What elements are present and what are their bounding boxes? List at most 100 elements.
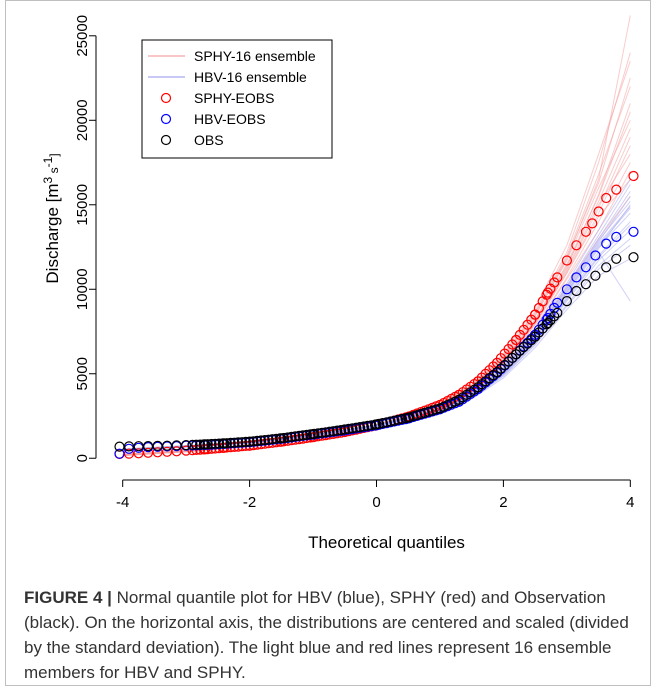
legend-label: HBV-EOBS bbox=[194, 111, 266, 127]
point-obs bbox=[354, 422, 366, 433]
point-obs bbox=[294, 430, 305, 441]
point-obs bbox=[316, 427, 327, 438]
point-sphy-eobs bbox=[571, 240, 582, 251]
point-obs bbox=[162, 440, 173, 451]
point-obs bbox=[214, 438, 225, 449]
y-tick-label: 25000 bbox=[74, 15, 91, 57]
ensemble-line-hbv-12 bbox=[122, 224, 631, 451]
point-obs bbox=[510, 349, 522, 360]
point-sphy-eobs bbox=[181, 445, 192, 456]
point-obs bbox=[373, 418, 385, 429]
y-tick-label: 0 bbox=[74, 454, 91, 462]
point-obs bbox=[358, 421, 369, 432]
point-obs bbox=[301, 429, 312, 440]
point-obs bbox=[320, 427, 331, 438]
point-obs bbox=[522, 338, 533, 349]
figure-caption: FIGURE 4 | Normal quantile plot for HBV … bbox=[24, 585, 636, 685]
point-sphy-eobs bbox=[510, 334, 522, 346]
point-obs bbox=[297, 430, 308, 441]
point-hbv-eobs bbox=[601, 238, 612, 249]
ensemble-line-sphy-9 bbox=[122, 136, 631, 456]
point-obs bbox=[396, 413, 407, 425]
legend-label: OBS bbox=[194, 132, 224, 148]
point-obs bbox=[229, 437, 240, 448]
point-hbv-eobs bbox=[114, 448, 125, 459]
point-obs bbox=[590, 270, 601, 281]
legend-point-swatch bbox=[160, 92, 172, 104]
point-obs bbox=[233, 437, 244, 448]
point-obs bbox=[347, 423, 358, 434]
legend-point-swatch bbox=[160, 113, 172, 125]
point-obs bbox=[202, 439, 213, 450]
point-sphy-eobs bbox=[549, 277, 560, 288]
point-obs bbox=[351, 422, 362, 433]
point-obs bbox=[571, 285, 582, 297]
point-sphy-eobs bbox=[518, 324, 529, 335]
point-obs bbox=[244, 436, 255, 447]
point-obs bbox=[259, 435, 270, 446]
point-obs bbox=[507, 352, 518, 363]
y-axis-title: Discharge [m3 s-1] bbox=[41, 153, 62, 283]
point-hbv-eobs bbox=[628, 226, 639, 237]
point-obs bbox=[518, 342, 529, 353]
point-obs bbox=[195, 439, 206, 450]
point-obs bbox=[309, 428, 320, 439]
x-tick-label: -2 bbox=[243, 494, 256, 511]
data-points bbox=[114, 170, 639, 460]
point-obs bbox=[206, 438, 217, 450]
point-sphy-eobs bbox=[514, 329, 526, 340]
point-obs bbox=[221, 438, 232, 449]
axes: -4 -2 0 2 4 0 5000 10000 15000 20000 25000 Theoreti… bbox=[41, 15, 634, 552]
point-obs bbox=[389, 415, 400, 426]
point-obs bbox=[366, 420, 377, 431]
point-obs bbox=[252, 435, 263, 446]
point-obs bbox=[492, 367, 503, 378]
legend-point-swatch bbox=[160, 134, 172, 146]
x-tick-label: 2 bbox=[499, 494, 507, 511]
point-obs bbox=[611, 253, 622, 264]
point-obs bbox=[381, 417, 392, 428]
ensemble-line-hbv-3 bbox=[122, 229, 631, 451]
point-obs bbox=[499, 359, 510, 371]
point-obs bbox=[271, 433, 282, 444]
legend-label: HBV-16 ensemble bbox=[194, 69, 307, 85]
point-obs bbox=[526, 335, 537, 346]
point-obs bbox=[343, 423, 354, 434]
figure-label: FIGURE 4 | bbox=[24, 588, 112, 607]
point-obs bbox=[335, 425, 347, 436]
point-hbv-eobs bbox=[549, 302, 560, 313]
point-obs bbox=[385, 416, 396, 427]
point-obs bbox=[552, 307, 563, 318]
legend-label: SPHY-EOBS bbox=[194, 90, 274, 106]
point-hbv-eobs bbox=[571, 272, 582, 283]
ensemble-line-sphy-7 bbox=[122, 196, 631, 456]
ensemble-line-hbv-15 bbox=[122, 206, 631, 450]
point-sphy-eobs bbox=[611, 184, 622, 195]
point-obs bbox=[187, 439, 198, 450]
point-obs bbox=[339, 424, 350, 435]
point-sphy-eobs bbox=[601, 192, 612, 204]
point-obs bbox=[495, 363, 506, 374]
point-hbv-eobs bbox=[580, 262, 592, 273]
point-obs bbox=[328, 426, 339, 437]
point-hbv-eobs bbox=[590, 250, 601, 261]
point-obs bbox=[123, 441, 135, 452]
point-obs bbox=[332, 425, 343, 436]
point-hbv-eobs bbox=[552, 297, 563, 308]
y-tick-label: 20000 bbox=[74, 99, 91, 141]
point-obs bbox=[542, 318, 553, 329]
point-sphy-eobs bbox=[587, 218, 598, 229]
ensemble-line-hbv-11 bbox=[122, 212, 631, 451]
quantile-chart: -4 -2 0 2 4 0 5000 10000 15000 20000 25000 Theoreti… bbox=[41, 15, 639, 552]
legend-label: SPHY-16 ensemble bbox=[194, 48, 316, 64]
point-sphy-eobs bbox=[593, 206, 604, 217]
point-obs bbox=[263, 434, 274, 445]
point-obs bbox=[580, 279, 592, 290]
point-obs bbox=[240, 436, 251, 447]
x-tick-label: 4 bbox=[626, 494, 634, 511]
ensemble-line-hbv-7 bbox=[122, 221, 631, 451]
ensemble-line-sphy-5 bbox=[122, 170, 631, 456]
x-tick-label: -4 bbox=[116, 494, 129, 511]
point-obs bbox=[561, 296, 573, 307]
point-obs bbox=[313, 428, 324, 439]
